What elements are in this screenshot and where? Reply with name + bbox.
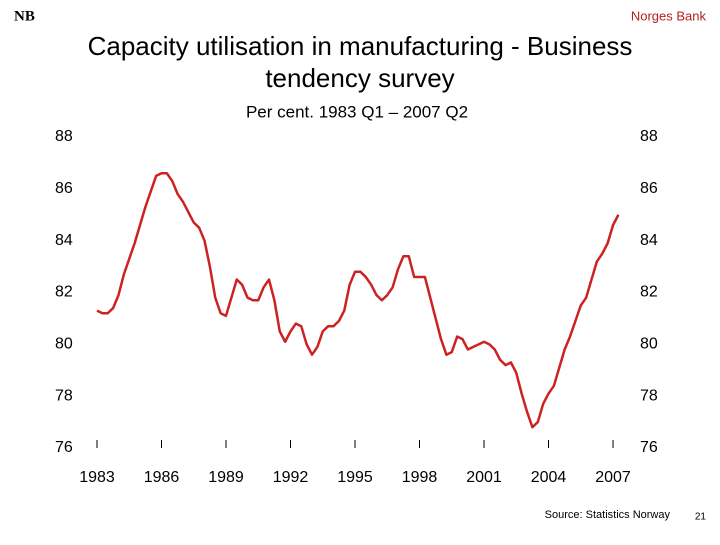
chart-subtitle: Per cent. 1983 Q1 – 2007 Q2 bbox=[246, 102, 468, 121]
y-tick-label: 84 bbox=[55, 232, 73, 249]
x-tick-label: 1986 bbox=[144, 469, 180, 486]
y-tick-label: 86 bbox=[55, 180, 73, 197]
y2-tick-label: 80 bbox=[640, 336, 658, 353]
x-tick-label: 1992 bbox=[273, 469, 309, 486]
data-line bbox=[96, 172, 620, 429]
x-tick-label: 2007 bbox=[595, 469, 631, 486]
header: Norges Bank bbox=[631, 8, 707, 23]
y2-tick-label: 88 bbox=[640, 128, 658, 145]
y2-tick-label: 82 bbox=[640, 284, 658, 301]
x-tick-label: 1989 bbox=[208, 469, 244, 486]
y-tick-label: 80 bbox=[55, 336, 73, 353]
x-tick-label: 2001 bbox=[466, 469, 502, 486]
source: Source: Statistics Norway bbox=[545, 509, 671, 521]
y-tick-label: 88 bbox=[55, 128, 73, 145]
y2-tick-label: 78 bbox=[640, 387, 658, 404]
x-tick-label: 1995 bbox=[337, 469, 373, 486]
y2-tick-label: 76 bbox=[640, 439, 658, 456]
y-tick-label: 82 bbox=[55, 284, 73, 301]
title-box: Capacity utilisation in manufacturing - … bbox=[87, 31, 633, 93]
x-tick-label: 1998 bbox=[402, 469, 438, 486]
y2-tick-label: 84 bbox=[640, 232, 658, 249]
page-number: 21 bbox=[695, 512, 707, 523]
y-tick-label: 78 bbox=[55, 387, 73, 404]
logo: NB bbox=[14, 8, 35, 24]
chart-title: Capacity utilisation in manufacturing - … bbox=[87, 31, 633, 93]
x-tick-label: 1983 bbox=[79, 469, 115, 486]
y-tick-label: 76 bbox=[55, 439, 73, 456]
y2-tick-label: 86 bbox=[640, 180, 658, 197]
x-tick-label: 2004 bbox=[531, 469, 567, 486]
